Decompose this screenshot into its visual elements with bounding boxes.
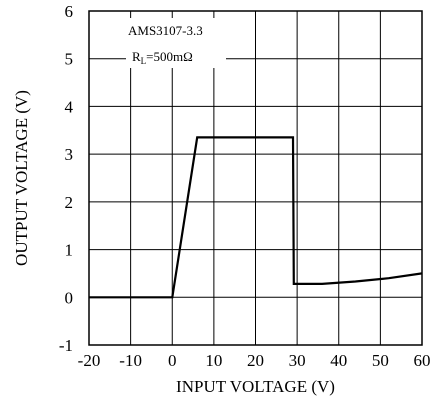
y-tick-label: 6 [65,2,74,21]
x-tick-label: 50 [372,351,389,370]
y-tick-label: 0 [65,288,74,307]
y-tick-label: 5 [65,50,74,69]
y-tick-label: 3 [65,145,74,164]
plot-frame [88,10,423,346]
series-line [89,136,423,299]
x-tick-label: 20 [247,351,264,370]
x-axis-label: INPUT VOLTAGE (V) [176,377,335,396]
annotation-box: AMS3107-3.3 RL=500mΩ [126,18,226,68]
x-tick-label: 0 [168,351,177,370]
x-tick-label: -10 [119,351,142,370]
annotation-load-prefix: R [132,49,141,64]
y-tick-label: 1 [65,241,74,260]
x-tick-label: 60 [414,351,431,370]
annotation-load: RL=500mΩ [132,49,193,66]
y-tick-label: 2 [65,193,74,212]
x-tick-label: 30 [289,351,306,370]
y-tick-label: -1 [59,336,73,355]
annotation-load-sub: L [141,56,147,66]
y-axis-label: OUTPUT VOLTAGE (V) [12,90,31,266]
x-tick-label: 10 [205,351,222,370]
x-tick-label: -20 [78,351,101,370]
y-tick-label: 4 [65,97,74,116]
x-tick-label: 40 [330,351,347,370]
annotation-load-value: =500mΩ [146,49,193,64]
annotation-part: AMS3107-3.3 [128,23,203,38]
